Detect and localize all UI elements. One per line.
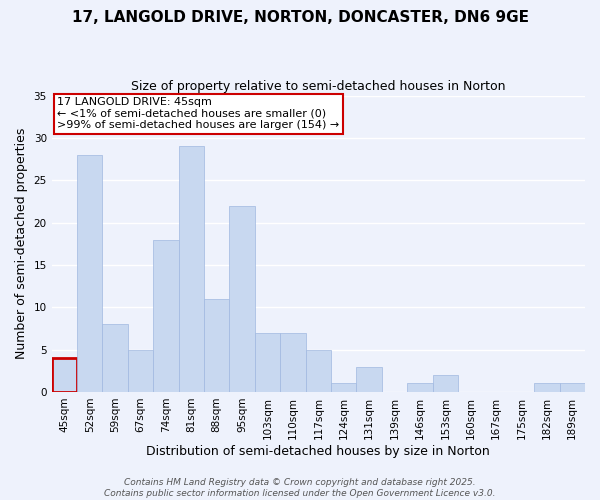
Bar — [153, 240, 179, 392]
Text: Contains HM Land Registry data © Crown copyright and database right 2025.
Contai: Contains HM Land Registry data © Crown c… — [104, 478, 496, 498]
Bar — [407, 384, 433, 392]
Bar — [204, 299, 229, 392]
Bar — [128, 350, 153, 392]
Text: 17, LANGOLD DRIVE, NORTON, DONCASTER, DN6 9GE: 17, LANGOLD DRIVE, NORTON, DONCASTER, DN… — [71, 10, 529, 25]
Text: 17 LANGOLD DRIVE: 45sqm
← <1% of semi-detached houses are smaller (0)
>99% of se: 17 LANGOLD DRIVE: 45sqm ← <1% of semi-de… — [57, 97, 339, 130]
Bar — [255, 332, 280, 392]
Bar — [52, 358, 77, 392]
Bar — [433, 375, 458, 392]
Bar — [77, 155, 103, 392]
Y-axis label: Number of semi-detached properties: Number of semi-detached properties — [15, 128, 28, 360]
Bar — [331, 384, 356, 392]
Bar — [229, 206, 255, 392]
Bar — [356, 366, 382, 392]
Bar — [179, 146, 204, 392]
Bar — [280, 332, 305, 392]
Bar — [534, 384, 560, 392]
Bar — [103, 324, 128, 392]
Title: Size of property relative to semi-detached houses in Norton: Size of property relative to semi-detach… — [131, 80, 506, 93]
Bar — [560, 384, 585, 392]
X-axis label: Distribution of semi-detached houses by size in Norton: Distribution of semi-detached houses by … — [146, 444, 490, 458]
Bar — [305, 350, 331, 392]
